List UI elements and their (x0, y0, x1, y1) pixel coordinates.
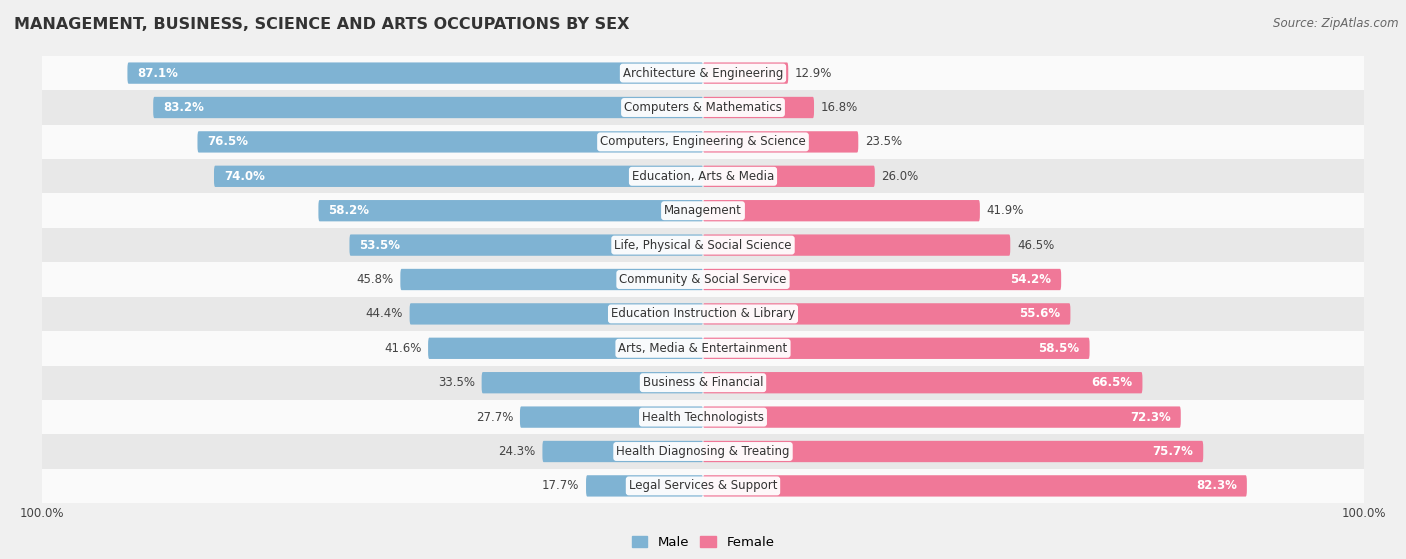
Text: Education, Arts & Media: Education, Arts & Media (631, 170, 775, 183)
Bar (42, 159, 1364, 193)
Text: 12.9%: 12.9% (794, 67, 832, 79)
FancyBboxPatch shape (703, 63, 789, 84)
Text: MANAGEMENT, BUSINESS, SCIENCE AND ARTS OCCUPATIONS BY SEX: MANAGEMENT, BUSINESS, SCIENCE AND ARTS O… (14, 17, 630, 32)
Text: 33.5%: 33.5% (439, 376, 475, 389)
Text: 83.2%: 83.2% (163, 101, 204, 114)
FancyBboxPatch shape (586, 475, 703, 496)
FancyBboxPatch shape (703, 303, 1070, 325)
Bar (42, 56, 1364, 91)
FancyBboxPatch shape (703, 338, 1090, 359)
Text: 41.9%: 41.9% (987, 204, 1024, 217)
Bar (42, 91, 1364, 125)
FancyBboxPatch shape (482, 372, 703, 394)
Text: 24.3%: 24.3% (499, 445, 536, 458)
Text: 27.7%: 27.7% (477, 411, 513, 424)
FancyBboxPatch shape (703, 475, 1247, 496)
Text: 23.5%: 23.5% (865, 135, 903, 148)
Text: Life, Physical & Social Science: Life, Physical & Social Science (614, 239, 792, 252)
Bar (42, 297, 1364, 331)
Bar (42, 434, 1364, 468)
FancyBboxPatch shape (350, 234, 703, 256)
Text: Architecture & Engineering: Architecture & Engineering (623, 67, 783, 79)
FancyBboxPatch shape (214, 165, 703, 187)
Text: Community & Social Service: Community & Social Service (619, 273, 787, 286)
FancyBboxPatch shape (703, 165, 875, 187)
FancyBboxPatch shape (318, 200, 703, 221)
Text: Health Diagnosing & Treating: Health Diagnosing & Treating (616, 445, 790, 458)
Text: 16.8%: 16.8% (821, 101, 858, 114)
FancyBboxPatch shape (703, 441, 1204, 462)
Text: 26.0%: 26.0% (882, 170, 918, 183)
FancyBboxPatch shape (409, 303, 703, 325)
Text: 45.8%: 45.8% (357, 273, 394, 286)
Bar (42, 262, 1364, 297)
FancyBboxPatch shape (703, 200, 980, 221)
Text: Source: ZipAtlas.com: Source: ZipAtlas.com (1274, 17, 1399, 30)
Text: Computers & Mathematics: Computers & Mathematics (624, 101, 782, 114)
FancyBboxPatch shape (401, 269, 703, 290)
Text: Health Technologists: Health Technologists (643, 411, 763, 424)
Bar (42, 468, 1364, 503)
FancyBboxPatch shape (703, 406, 1181, 428)
Text: 76.5%: 76.5% (207, 135, 249, 148)
Text: 44.4%: 44.4% (366, 307, 404, 320)
FancyBboxPatch shape (703, 269, 1062, 290)
Text: Business & Financial: Business & Financial (643, 376, 763, 389)
Text: 53.5%: 53.5% (360, 239, 401, 252)
Text: 41.6%: 41.6% (384, 342, 422, 355)
Bar (42, 400, 1364, 434)
Text: 87.1%: 87.1% (138, 67, 179, 79)
FancyBboxPatch shape (427, 338, 703, 359)
FancyBboxPatch shape (543, 441, 703, 462)
FancyBboxPatch shape (703, 97, 814, 118)
Text: 82.3%: 82.3% (1197, 480, 1237, 492)
Legend: Male, Female: Male, Female (626, 531, 780, 555)
Text: Computers, Engineering & Science: Computers, Engineering & Science (600, 135, 806, 148)
FancyBboxPatch shape (197, 131, 703, 153)
Text: 17.7%: 17.7% (543, 480, 579, 492)
FancyBboxPatch shape (153, 97, 703, 118)
Text: Legal Services & Support: Legal Services & Support (628, 480, 778, 492)
Bar (42, 366, 1364, 400)
Text: 74.0%: 74.0% (224, 170, 264, 183)
FancyBboxPatch shape (520, 406, 703, 428)
Bar (42, 331, 1364, 366)
FancyBboxPatch shape (703, 131, 858, 153)
Text: 55.6%: 55.6% (1019, 307, 1060, 320)
Text: 58.2%: 58.2% (329, 204, 370, 217)
Text: 66.5%: 66.5% (1091, 376, 1133, 389)
Bar (42, 228, 1364, 262)
FancyBboxPatch shape (703, 372, 1143, 394)
FancyBboxPatch shape (703, 234, 1011, 256)
Text: 58.5%: 58.5% (1039, 342, 1080, 355)
Text: 46.5%: 46.5% (1017, 239, 1054, 252)
Bar (42, 193, 1364, 228)
Text: 54.2%: 54.2% (1011, 273, 1052, 286)
FancyBboxPatch shape (128, 63, 703, 84)
Text: Management: Management (664, 204, 742, 217)
Bar (42, 125, 1364, 159)
Text: Arts, Media & Entertainment: Arts, Media & Entertainment (619, 342, 787, 355)
Text: 72.3%: 72.3% (1130, 411, 1171, 424)
Text: 75.7%: 75.7% (1153, 445, 1194, 458)
Text: Education Instruction & Library: Education Instruction & Library (612, 307, 794, 320)
